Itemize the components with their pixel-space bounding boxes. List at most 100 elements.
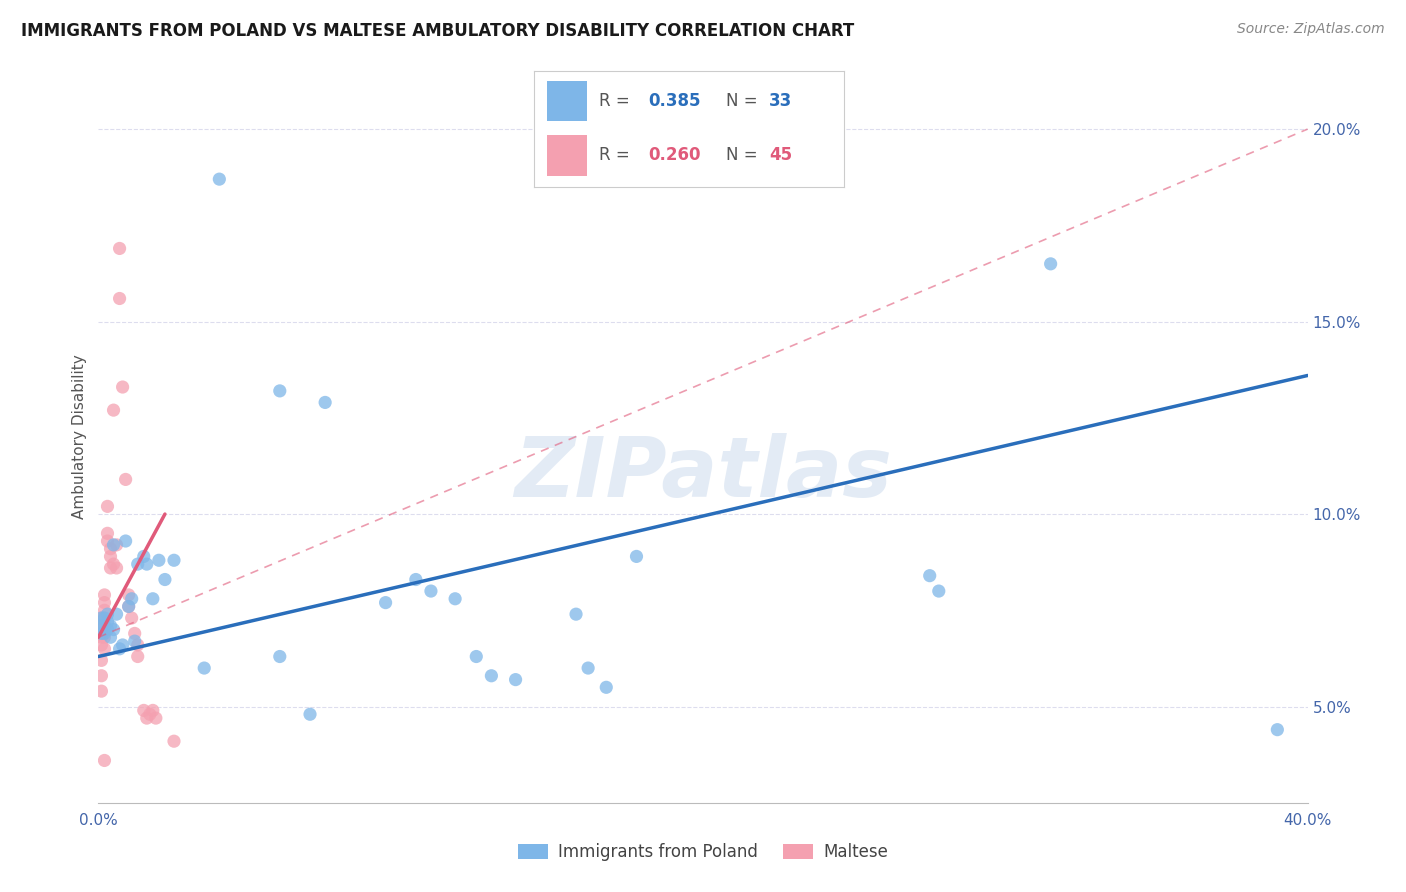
- Point: [90, 618, 112, 632]
- Point: [90, 630, 112, 644]
- Point: [108, 292, 131, 306]
- Point: [505, 673, 527, 687]
- Point: [135, 711, 157, 725]
- Point: [93, 618, 115, 632]
- Point: [127, 638, 149, 652]
- Point: [142, 591, 165, 606]
- Point: [108, 242, 131, 256]
- Point: [145, 711, 167, 725]
- Text: ZIPatlas: ZIPatlas: [515, 434, 891, 514]
- Point: [93, 603, 115, 617]
- Point: [928, 584, 950, 599]
- Point: [314, 395, 336, 409]
- Point: [153, 573, 176, 587]
- Point: [93, 588, 115, 602]
- Point: [576, 661, 599, 675]
- Point: [105, 538, 128, 552]
- Text: N =: N =: [725, 146, 763, 164]
- Point: [1039, 257, 1062, 271]
- Point: [90, 618, 112, 632]
- Text: Source: ZipAtlas.com: Source: ZipAtlas.com: [1237, 22, 1385, 37]
- Text: R =: R =: [599, 146, 636, 164]
- Point: [132, 703, 155, 717]
- Point: [93, 626, 115, 640]
- Point: [132, 549, 155, 564]
- Point: [90, 623, 112, 637]
- Point: [269, 384, 291, 398]
- Point: [163, 553, 186, 567]
- Point: [105, 607, 128, 622]
- Point: [93, 641, 115, 656]
- Point: [111, 638, 134, 652]
- Point: [100, 630, 122, 644]
- Point: [127, 557, 149, 571]
- Point: [100, 541, 122, 556]
- Point: [124, 634, 146, 648]
- Text: 33: 33: [769, 92, 793, 110]
- Point: [142, 703, 165, 717]
- Point: [1267, 723, 1289, 737]
- Point: [90, 669, 112, 683]
- Point: [96, 607, 118, 622]
- Point: [118, 599, 141, 614]
- Text: R =: R =: [599, 92, 636, 110]
- Point: [163, 734, 186, 748]
- Point: [100, 549, 122, 564]
- Point: [114, 534, 136, 549]
- Point: [93, 618, 115, 632]
- Point: [121, 591, 143, 606]
- Point: [103, 403, 125, 417]
- Point: [105, 561, 128, 575]
- Point: [103, 623, 125, 637]
- Point: [93, 611, 115, 625]
- Point: [208, 172, 231, 186]
- Point: [103, 557, 125, 571]
- Point: [90, 653, 112, 667]
- Point: [135, 557, 157, 571]
- Text: N =: N =: [725, 92, 763, 110]
- Point: [626, 549, 648, 564]
- Point: [299, 707, 322, 722]
- Point: [481, 669, 503, 683]
- Point: [90, 684, 112, 698]
- Bar: [547, 135, 586, 176]
- Point: [374, 596, 396, 610]
- Point: [93, 630, 115, 644]
- Point: [465, 649, 488, 664]
- Text: 0.385: 0.385: [648, 92, 702, 110]
- Point: [93, 596, 115, 610]
- Text: IMMIGRANTS FROM POLAND VS MALTESE AMBULATORY DISABILITY CORRELATION CHART: IMMIGRANTS FROM POLAND VS MALTESE AMBULA…: [21, 22, 855, 40]
- Point: [139, 707, 162, 722]
- Point: [565, 607, 588, 622]
- Point: [93, 754, 115, 768]
- Point: [100, 561, 122, 575]
- Y-axis label: Ambulatory Disability: Ambulatory Disability: [72, 355, 87, 519]
- Point: [595, 681, 617, 695]
- Point: [193, 661, 215, 675]
- Point: [96, 623, 118, 637]
- Point: [405, 573, 427, 587]
- Legend: Immigrants from Poland, Maltese: Immigrants from Poland, Maltese: [512, 837, 894, 868]
- Point: [90, 611, 112, 625]
- Point: [90, 615, 112, 629]
- Point: [124, 626, 146, 640]
- Text: 0.260: 0.260: [648, 146, 702, 164]
- Point: [96, 500, 118, 514]
- Point: [93, 611, 115, 625]
- Point: [127, 649, 149, 664]
- Point: [444, 591, 467, 606]
- Bar: [547, 80, 586, 121]
- Point: [90, 638, 112, 652]
- Point: [118, 599, 141, 614]
- Point: [918, 568, 941, 582]
- Point: [100, 618, 122, 632]
- Point: [121, 611, 143, 625]
- Point: [114, 472, 136, 486]
- Point: [118, 588, 141, 602]
- Point: [103, 538, 125, 552]
- Point: [108, 641, 131, 656]
- Point: [148, 553, 170, 567]
- Text: 45: 45: [769, 146, 793, 164]
- Point: [90, 626, 112, 640]
- Point: [269, 649, 291, 664]
